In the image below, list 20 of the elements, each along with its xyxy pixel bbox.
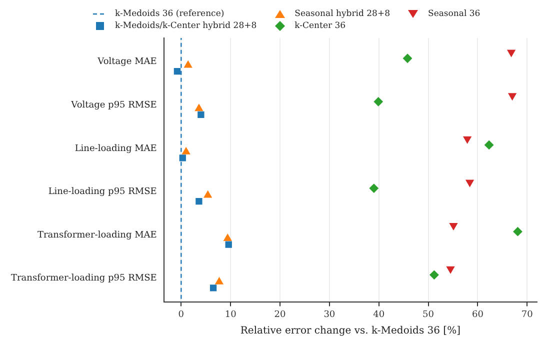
y-tick-label: Voltage MAE bbox=[96, 57, 157, 68]
y-tick-label: Transformer-loading MAE bbox=[38, 230, 157, 240]
x-tick-label: 30 bbox=[324, 310, 336, 320]
legend-label: Seasonal 36 bbox=[428, 9, 480, 19]
x-axis-title: Relative error change vs. k-Medoids 36 [%] bbox=[240, 326, 461, 337]
x-tick-label: 50 bbox=[422, 310, 434, 320]
y-tick-label: Voltage p95 RMSE bbox=[70, 100, 157, 110]
x-tick-label: 40 bbox=[373, 310, 385, 320]
y-tick-label: Transformer-loading p95 RMSE bbox=[10, 274, 157, 284]
y-tick-label: Line-loading MAE bbox=[74, 144, 157, 154]
legend-label: k-Medoids 36 (reference) bbox=[115, 9, 224, 19]
x-tick-label: 20 bbox=[274, 310, 286, 320]
x-tick-label: 0 bbox=[178, 310, 184, 320]
legend-label: Seasonal hybrid 28+8 bbox=[294, 9, 390, 19]
x-tick-label: 10 bbox=[224, 310, 237, 320]
legend-label: k-Medoids/k-Center hybrid 28+8 bbox=[115, 21, 257, 31]
x-tick-label: 60 bbox=[472, 310, 484, 320]
legend-label: k-Center 36 bbox=[294, 21, 346, 31]
y-tick-label: Line-loading p95 RMSE bbox=[48, 187, 157, 198]
x-tick-label: 70 bbox=[521, 310, 534, 320]
